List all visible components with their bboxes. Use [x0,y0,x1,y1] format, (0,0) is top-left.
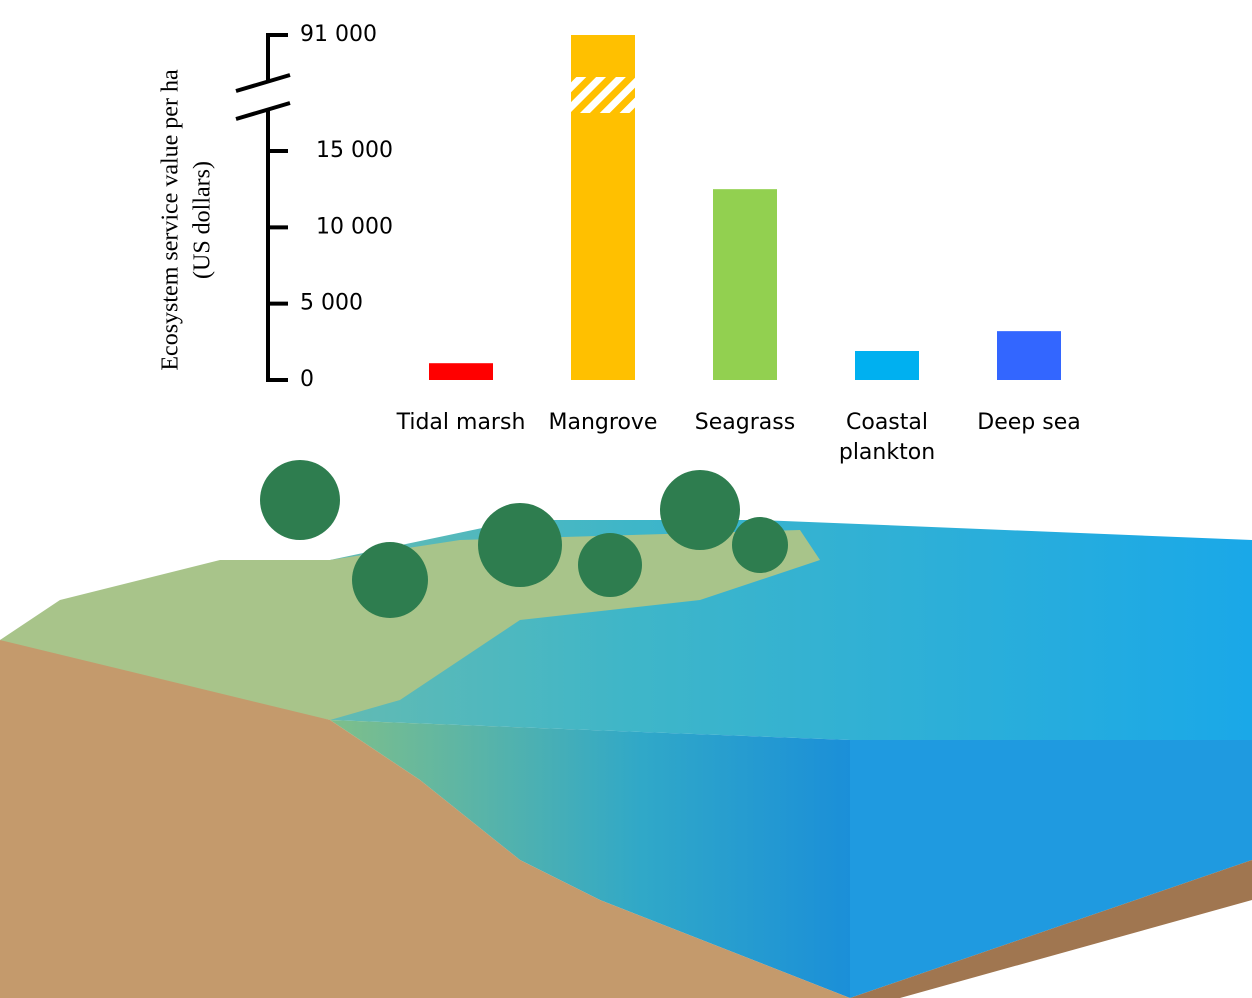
bar [429,363,493,380]
bar [855,351,919,380]
x-tick-label: Seagrass [674,408,816,438]
page: Ecosystem service value per ha (US dolla… [0,0,1252,998]
x-tick-label: Tidal marsh [390,408,532,438]
x-tick-label: Coastal plankton [816,408,958,468]
y-axis-title: Ecosystem service value per ha [158,69,184,371]
bar-break [571,77,635,113]
y-tick-label: 91 000 [300,22,377,47]
y-tick-label: 0 [300,367,314,392]
x-tick-label: Mangrove [532,408,674,438]
y-tick-label: 15 000 [316,138,393,163]
y-tick-label: 5 000 [300,291,363,316]
chart: Ecosystem service value per ha (US dolla… [0,0,1252,460]
y-axis-title: (US dollars) [190,161,216,279]
y-tick-label: 10 000 [316,214,393,239]
bar [997,331,1061,380]
bar [713,189,777,380]
x-tick-label: Deep sea [958,408,1100,438]
water-side [850,740,1252,998]
